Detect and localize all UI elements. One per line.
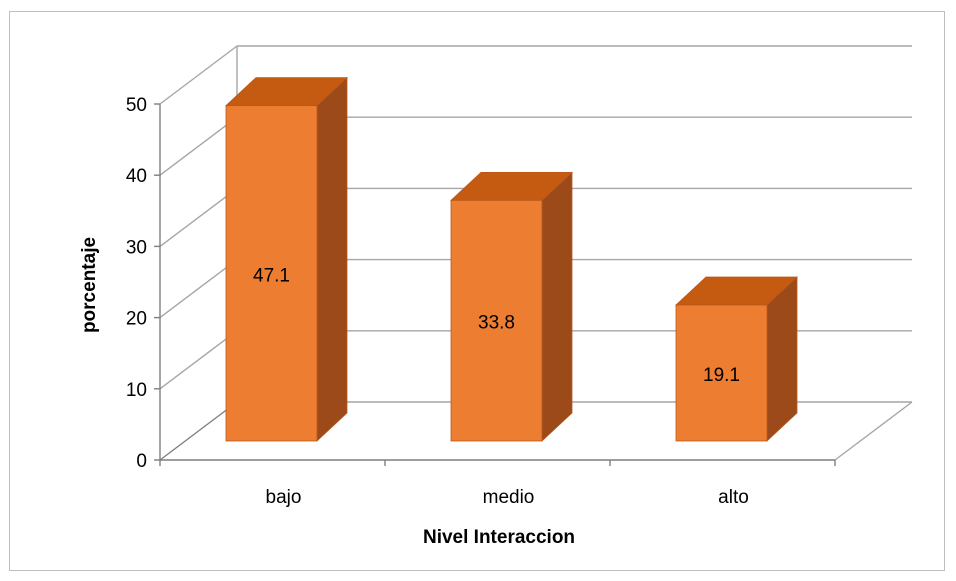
bar-front-medio xyxy=(450,199,543,442)
y-tick-label: 20 xyxy=(126,309,147,330)
axes xyxy=(154,103,836,466)
y-tick-label: 0 xyxy=(136,451,147,472)
x-tick-label-medio: medio xyxy=(483,487,535,508)
x-tick-label-alto: alto xyxy=(718,487,749,508)
gridline-depth-30 xyxy=(159,187,238,247)
data-label-bajo: 47.1 xyxy=(253,265,290,286)
gridline-depth-40 xyxy=(159,116,238,176)
floor-right-edge xyxy=(834,401,913,461)
y-axis-title: porcentaje xyxy=(79,237,100,333)
data-label-medio: 33.8 xyxy=(478,313,515,334)
y-tick-label: 40 xyxy=(126,166,147,187)
x-tick-label-bajo: bajo xyxy=(266,487,302,508)
floor-left-edge xyxy=(159,401,238,461)
gridline-depth-20 xyxy=(159,259,238,319)
gridline-depth-50 xyxy=(159,45,238,105)
gridline-depth-10 xyxy=(159,330,238,390)
bar-front-bajo xyxy=(225,105,318,442)
bar-front-alto xyxy=(675,304,768,442)
data-label-alto: 19.1 xyxy=(703,365,740,386)
bars xyxy=(224,76,799,442)
y-tick-label: 30 xyxy=(126,237,147,258)
bar-alto xyxy=(674,276,799,442)
bar-bajo xyxy=(224,76,349,442)
bar-side-medio xyxy=(541,171,573,442)
bar-medio xyxy=(449,171,574,442)
bar-side-bajo xyxy=(316,76,348,442)
bar-side-alto xyxy=(766,276,798,442)
x-axis-title: Nivel Interaccion xyxy=(423,527,575,548)
y-tick-label: 10 xyxy=(126,380,147,401)
labels: 0 10 20 30 40 50 47.1 bajo 33.8 medio 19.1 alto xyxy=(126,95,749,508)
y-tick-label: 50 xyxy=(126,95,147,116)
